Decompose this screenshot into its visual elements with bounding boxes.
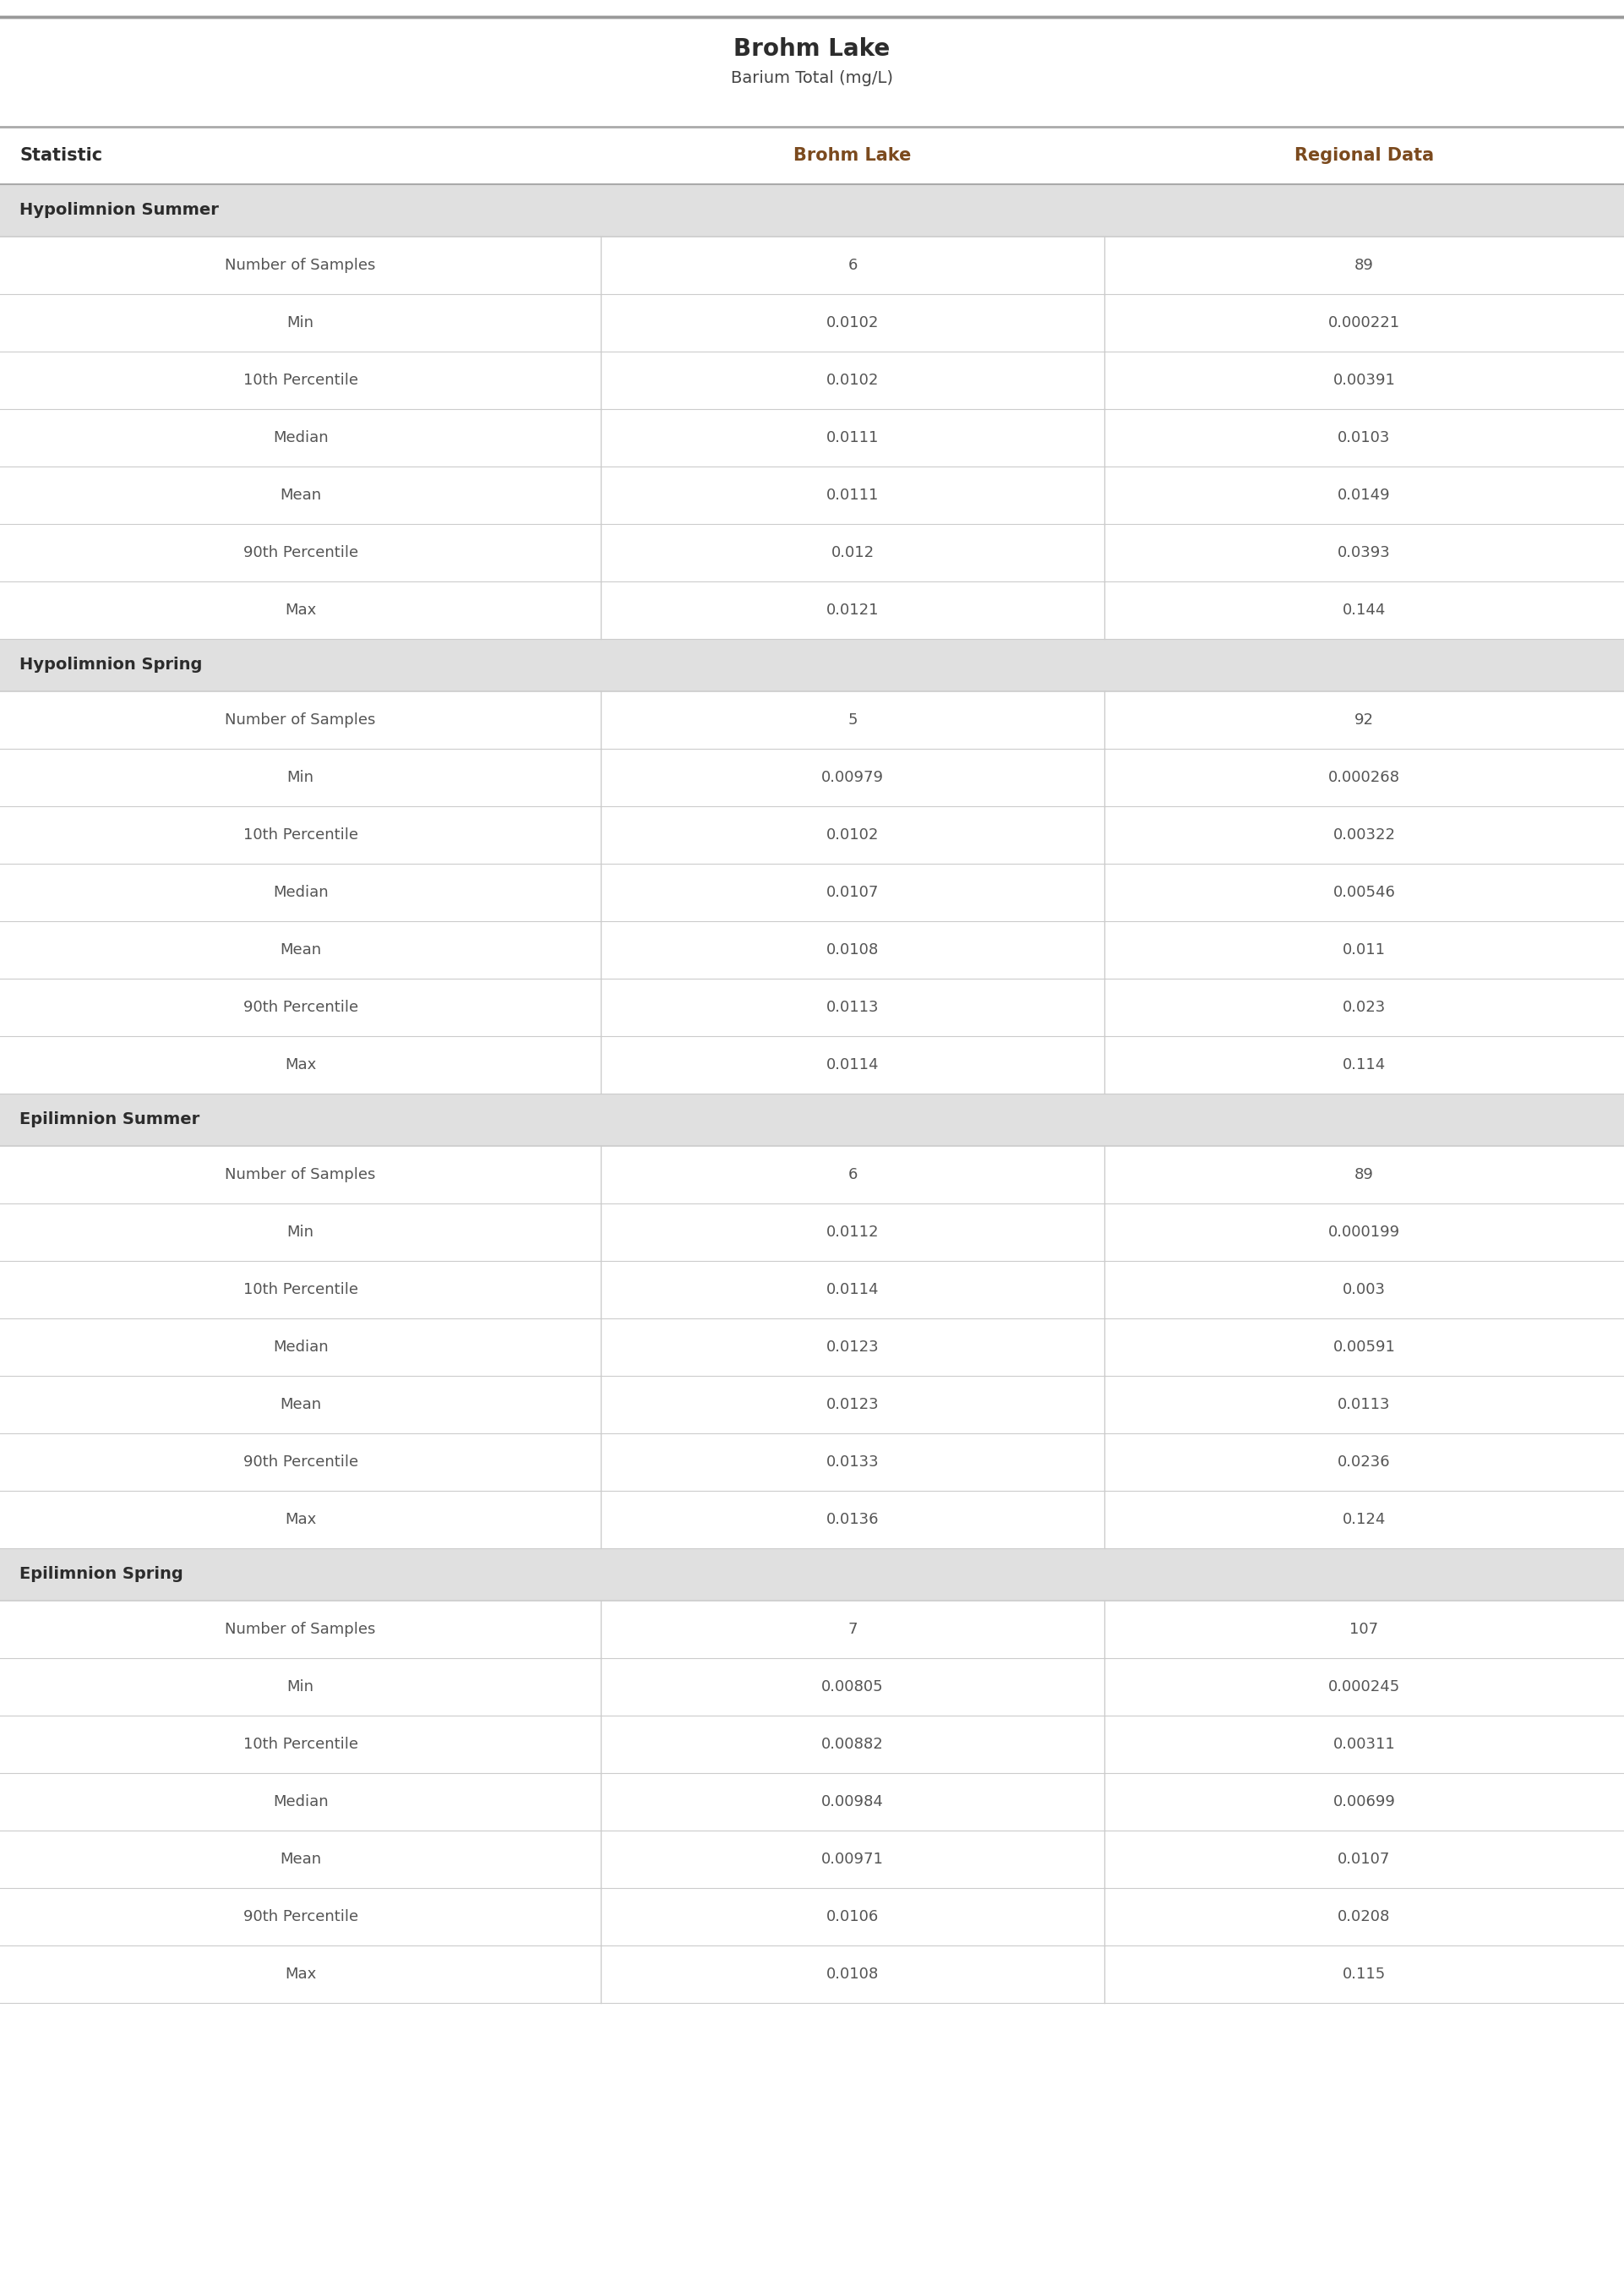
Text: Mean: Mean [279,488,322,504]
Text: 5: 5 [848,713,857,729]
Text: 0.0208: 0.0208 [1338,1909,1390,1925]
Text: 0.00322: 0.00322 [1333,826,1395,842]
Text: 0.00882: 0.00882 [822,1737,883,1752]
Text: 0.115: 0.115 [1343,1966,1385,1982]
Text: 0.011: 0.011 [1343,942,1385,958]
Text: Median: Median [273,885,328,901]
Text: 0.0102: 0.0102 [827,316,879,331]
Text: Min: Min [287,316,313,331]
Text: 0.000199: 0.000199 [1328,1224,1400,1239]
Text: Hypolimnion Summer: Hypolimnion Summer [19,202,219,218]
Text: 0.0103: 0.0103 [1338,431,1390,445]
Text: 0.00971: 0.00971 [822,1852,883,1866]
Text: Min: Min [287,1224,313,1239]
Text: 90th Percentile: 90th Percentile [244,1455,357,1469]
Text: 0.000268: 0.000268 [1328,770,1400,785]
Text: 0.0121: 0.0121 [827,602,879,617]
Text: 92: 92 [1354,713,1374,729]
Text: 0.0107: 0.0107 [1338,1852,1390,1866]
Text: 0.0111: 0.0111 [827,431,879,445]
Text: Min: Min [287,1680,313,1693]
Text: Median: Median [273,1793,328,1809]
Text: 0.0133: 0.0133 [827,1455,879,1469]
Text: 0.0102: 0.0102 [827,826,879,842]
Text: Mean: Mean [279,1852,322,1866]
Text: 0.0108: 0.0108 [827,942,879,958]
Text: 0.003: 0.003 [1343,1283,1385,1296]
Text: 0.0123: 0.0123 [827,1396,879,1412]
Text: 90th Percentile: 90th Percentile [244,545,357,561]
Text: 0.0149: 0.0149 [1338,488,1390,504]
Text: 0.0113: 0.0113 [1338,1396,1390,1412]
Text: 0.0102: 0.0102 [827,372,879,388]
Text: 6: 6 [848,259,857,272]
Text: Median: Median [273,1339,328,1355]
Text: Mean: Mean [279,1396,322,1412]
Text: Max: Max [284,1512,317,1528]
Text: 0.114: 0.114 [1343,1058,1385,1071]
Text: 0.0114: 0.0114 [827,1058,879,1071]
Text: 0.00591: 0.00591 [1333,1339,1395,1355]
Text: 90th Percentile: 90th Percentile [244,1909,357,1925]
Text: Number of Samples: Number of Samples [226,259,375,272]
Text: 0.0393: 0.0393 [1338,545,1390,561]
Text: 0.0111: 0.0111 [827,488,879,504]
Text: Epilimnion Spring: Epilimnion Spring [19,1566,184,1582]
Text: Number of Samples: Number of Samples [226,713,375,729]
Text: 0.0107: 0.0107 [827,885,879,901]
Text: 0.00699: 0.00699 [1333,1793,1395,1809]
Text: Statistic: Statistic [19,148,102,163]
Text: 10th Percentile: 10th Percentile [244,1283,357,1296]
Text: 0.000221: 0.000221 [1328,316,1400,331]
Text: 6: 6 [848,1167,857,1183]
Text: 107: 107 [1350,1621,1379,1637]
Text: 0.00984: 0.00984 [822,1793,883,1809]
Text: 0.0236: 0.0236 [1338,1455,1390,1469]
Text: 0.0108: 0.0108 [827,1966,879,1982]
Text: 0.0114: 0.0114 [827,1283,879,1296]
Text: 0.000245: 0.000245 [1328,1680,1400,1693]
Bar [0,638,1624,692]
Text: Max: Max [284,602,317,617]
Text: 0.00805: 0.00805 [822,1680,883,1693]
Text: 89: 89 [1354,1167,1374,1183]
Text: 0.00391: 0.00391 [1333,372,1395,388]
Text: Hypolimnion Spring: Hypolimnion Spring [19,656,203,674]
Text: Brohm Lake: Brohm Lake [734,36,890,61]
Text: 0.0106: 0.0106 [827,1909,879,1925]
Text: Brohm Lake: Brohm Lake [794,148,911,163]
Text: 0.0123: 0.0123 [827,1339,879,1355]
Text: 10th Percentile: 10th Percentile [244,1737,357,1752]
Bar [0,1094,1624,1146]
Text: 0.00546: 0.00546 [1333,885,1395,901]
Text: 0.0112: 0.0112 [827,1224,879,1239]
Text: Number of Samples: Number of Samples [226,1167,375,1183]
Text: 0.124: 0.124 [1343,1512,1385,1528]
Text: 0.0113: 0.0113 [827,999,879,1015]
Bar [0,1548,1624,1600]
Text: 0.0136: 0.0136 [827,1512,879,1528]
Text: Epilimnion Summer: Epilimnion Summer [19,1112,200,1128]
Text: Max: Max [284,1966,317,1982]
Text: Number of Samples: Number of Samples [226,1621,375,1637]
Text: 7: 7 [848,1621,857,1637]
Text: Max: Max [284,1058,317,1071]
Text: 0.144: 0.144 [1343,602,1385,617]
Text: Median: Median [273,431,328,445]
Text: 0.012: 0.012 [831,545,874,561]
Text: 0.00979: 0.00979 [822,770,883,785]
Text: 90th Percentile: 90th Percentile [244,999,357,1015]
Text: Mean: Mean [279,942,322,958]
Text: Regional Data: Regional Data [1294,148,1434,163]
Text: Min: Min [287,770,313,785]
Text: Barium Total (mg/L): Barium Total (mg/L) [731,70,893,86]
Text: 10th Percentile: 10th Percentile [244,372,357,388]
Text: 0.00311: 0.00311 [1333,1737,1395,1752]
Bar [0,184,1624,236]
Text: 0.023: 0.023 [1343,999,1385,1015]
Text: 10th Percentile: 10th Percentile [244,826,357,842]
Text: 89: 89 [1354,259,1374,272]
